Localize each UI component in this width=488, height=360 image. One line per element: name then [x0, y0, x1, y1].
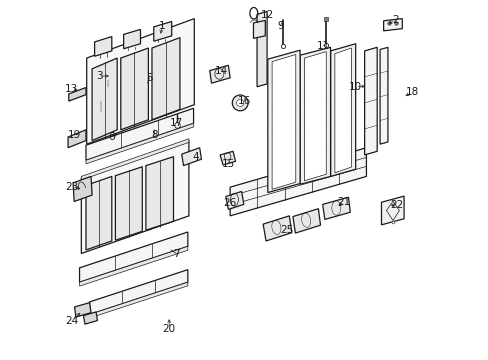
Text: 18: 18: [405, 87, 418, 97]
Text: 23: 23: [65, 182, 79, 192]
Polygon shape: [271, 54, 295, 189]
Polygon shape: [182, 148, 201, 166]
Text: 3: 3: [96, 71, 102, 81]
Text: 2: 2: [391, 15, 398, 26]
Text: 19: 19: [67, 130, 81, 140]
Text: 9: 9: [277, 21, 283, 31]
Polygon shape: [209, 65, 230, 83]
Polygon shape: [225, 192, 244, 210]
Polygon shape: [145, 157, 173, 230]
Polygon shape: [330, 44, 355, 176]
Text: 7: 7: [173, 248, 179, 258]
Text: 17: 17: [169, 118, 183, 128]
Circle shape: [232, 95, 247, 111]
Text: 14: 14: [214, 66, 227, 76]
Polygon shape: [267, 50, 300, 193]
Text: 1: 1: [159, 21, 165, 31]
Polygon shape: [92, 58, 117, 140]
Polygon shape: [121, 48, 148, 130]
Polygon shape: [381, 196, 403, 225]
Text: 4: 4: [192, 152, 199, 162]
Text: 25: 25: [280, 225, 293, 235]
Polygon shape: [220, 151, 235, 165]
Polygon shape: [86, 176, 112, 250]
Text: 11: 11: [316, 41, 329, 50]
Polygon shape: [68, 130, 86, 148]
Text: 10: 10: [348, 82, 362, 92]
Polygon shape: [257, 12, 266, 87]
Polygon shape: [300, 47, 330, 184]
Polygon shape: [86, 19, 194, 144]
Polygon shape: [153, 22, 171, 41]
Polygon shape: [152, 38, 180, 120]
Polygon shape: [81, 139, 188, 180]
Text: 6: 6: [108, 132, 115, 142]
Text: 5: 5: [146, 73, 152, 83]
Text: 20: 20: [163, 324, 175, 334]
Text: 15: 15: [221, 159, 235, 169]
Polygon shape: [89, 282, 187, 318]
Polygon shape: [81, 140, 188, 253]
Polygon shape: [74, 303, 91, 317]
Text: 24: 24: [65, 316, 79, 325]
Polygon shape: [379, 47, 387, 144]
Text: 12: 12: [261, 10, 274, 20]
Polygon shape: [89, 270, 187, 315]
Polygon shape: [86, 123, 193, 164]
Polygon shape: [86, 108, 193, 160]
Polygon shape: [115, 167, 142, 240]
Polygon shape: [94, 37, 112, 56]
Polygon shape: [253, 21, 265, 39]
Polygon shape: [263, 216, 291, 241]
Text: 21: 21: [337, 197, 350, 207]
Polygon shape: [322, 197, 349, 220]
Polygon shape: [69, 87, 86, 101]
Circle shape: [236, 99, 244, 107]
Polygon shape: [383, 19, 402, 31]
Polygon shape: [304, 51, 325, 181]
Polygon shape: [80, 246, 187, 286]
Text: 13: 13: [65, 84, 78, 94]
Polygon shape: [230, 148, 366, 216]
Polygon shape: [123, 30, 140, 49]
Text: 26: 26: [223, 198, 236, 208]
Text: 22: 22: [389, 200, 403, 210]
Polygon shape: [334, 48, 351, 173]
Text: 16: 16: [237, 96, 251, 106]
Text: 8: 8: [151, 130, 158, 140]
Polygon shape: [364, 47, 376, 155]
Polygon shape: [80, 232, 187, 282]
Polygon shape: [83, 312, 97, 324]
Polygon shape: [292, 209, 320, 233]
Polygon shape: [73, 176, 92, 202]
